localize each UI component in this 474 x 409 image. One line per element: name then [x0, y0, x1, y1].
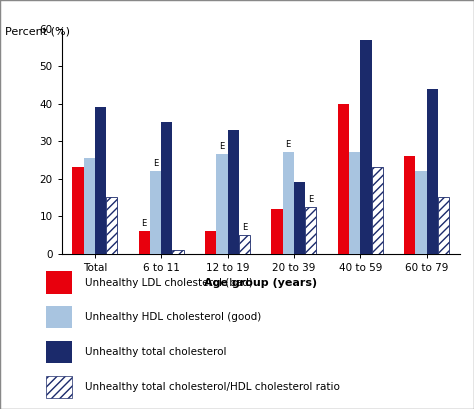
Bar: [72, 167, 83, 254]
X-axis label: Age group (years): Age group (years): [204, 278, 317, 288]
Bar: [161, 122, 173, 254]
Bar: [205, 231, 216, 254]
Bar: [173, 250, 184, 254]
Bar: [360, 40, 372, 254]
FancyBboxPatch shape: [46, 376, 72, 398]
Bar: [404, 156, 415, 254]
Text: Unhealthy total cholesterol/HDL cholesterol ratio: Unhealthy total cholesterol/HDL choleste…: [85, 382, 340, 392]
Text: E: E: [219, 142, 225, 151]
Bar: [138, 231, 150, 254]
Bar: [283, 152, 294, 254]
FancyBboxPatch shape: [46, 341, 72, 363]
Bar: [150, 171, 161, 254]
Bar: [294, 182, 305, 254]
Text: E: E: [286, 140, 291, 149]
Bar: [372, 167, 383, 254]
Text: E: E: [308, 195, 313, 204]
Text: E: E: [142, 219, 147, 228]
Bar: [427, 89, 438, 254]
Text: Unhealthy LDL cholesterol (bad): Unhealthy LDL cholesterol (bad): [85, 278, 253, 288]
Text: Unhealthy total cholesterol: Unhealthy total cholesterol: [85, 347, 227, 357]
FancyBboxPatch shape: [46, 272, 72, 294]
Bar: [106, 197, 118, 254]
Bar: [216, 154, 228, 254]
Bar: [305, 207, 317, 254]
FancyBboxPatch shape: [46, 306, 72, 328]
Bar: [271, 209, 283, 254]
Bar: [415, 171, 427, 254]
Text: Percent (%): Percent (%): [5, 27, 70, 36]
Bar: [438, 197, 449, 254]
Bar: [239, 235, 250, 254]
Bar: [95, 107, 106, 254]
Bar: [337, 103, 349, 254]
Bar: [349, 152, 360, 254]
Text: E: E: [153, 159, 158, 168]
Text: E: E: [242, 223, 247, 232]
Text: Unhealthy HDL cholesterol (good): Unhealthy HDL cholesterol (good): [85, 312, 261, 322]
Bar: [83, 158, 95, 254]
Bar: [228, 130, 239, 254]
